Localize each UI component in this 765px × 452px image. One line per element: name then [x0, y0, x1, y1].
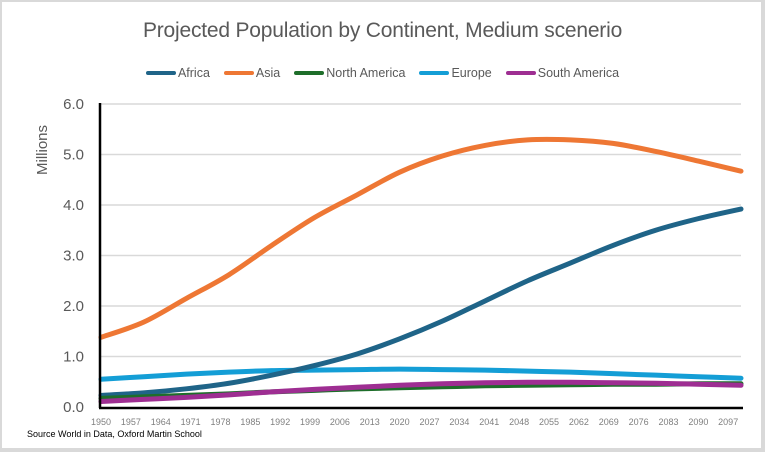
x-tick-label: 2076	[629, 417, 649, 427]
y-tick-label: 2.0	[63, 298, 84, 315]
x-tick-label: 2069	[599, 417, 619, 427]
x-tick-label: 2062	[569, 417, 589, 427]
x-tick-label: 1971	[181, 417, 201, 427]
x-tick-label: 1985	[240, 417, 260, 427]
x-tick-label: 1964	[151, 417, 171, 427]
series-lines	[98, 136, 744, 404]
y-tick-label: 0.0	[63, 399, 84, 416]
legend-swatch	[223, 71, 254, 75]
legend-label: Asia	[255, 66, 281, 80]
series-line-africa	[98, 206, 744, 398]
x-tick-label: 2048	[509, 417, 529, 427]
x-tick-label: 2027	[420, 417, 440, 427]
legend-item-africa: Africa	[145, 66, 210, 80]
y-tick-label: 3.0	[63, 248, 84, 265]
chart-title: Projected Population by Continent, Mediu…	[142, 19, 623, 42]
y-axis-ticks: 0.0 1.0 2.0 3.0 4.0 5.0 6.0	[63, 96, 84, 416]
x-tick-label: 2090	[688, 417, 708, 427]
x-tick-label: 1992	[270, 417, 290, 427]
legend: Africa Asia North America Europe South Ameri…	[0, 66, 765, 80]
y-tick-label: 1.0	[63, 349, 84, 366]
y-axis-label: Millions	[34, 125, 51, 175]
legend-item-north-america: North America	[294, 66, 405, 80]
series-line-asia	[98, 136, 744, 340]
y-tick-label: 4.0	[63, 197, 84, 214]
legend-swatch	[505, 71, 536, 75]
legend-item-europe: Europe	[419, 66, 492, 80]
x-axis-ticks: 1950 1957 1964 1971 1978 1985 1992 1999 2006 2013…	[91, 417, 738, 427]
x-tick-label: 1999	[300, 417, 320, 427]
x-tick-label: 2034	[449, 417, 469, 427]
series-line-south-america	[98, 379, 744, 404]
legend-label: Europe	[451, 66, 492, 80]
x-tick-label: 2055	[539, 417, 559, 427]
legend-item-south-america: South America	[505, 66, 620, 80]
x-tick-label: 1950	[91, 417, 111, 427]
gridlines	[101, 103, 741, 358]
legend-label: North America	[326, 66, 406, 80]
legend-label: South America	[537, 66, 620, 80]
x-tick-label: 1957	[121, 417, 141, 427]
source-note: Source World in Data, Oxford Martin Scho…	[27, 429, 202, 439]
series-line-europe	[98, 366, 744, 382]
x-tick-label: 2006	[330, 417, 350, 427]
x-tick-label: 2097	[718, 417, 738, 427]
y-tick-label: 6.0	[63, 96, 84, 113]
x-tick-label: 2020	[390, 417, 410, 427]
legend-swatch	[145, 71, 176, 75]
legend-swatch	[294, 71, 325, 75]
x-tick-label: 2013	[360, 417, 380, 427]
legend-swatch	[419, 71, 450, 75]
x-tick-label: 1978	[210, 417, 230, 427]
x-tick-label: 2083	[658, 417, 678, 427]
legend-label: Africa	[177, 66, 210, 80]
legend-item-asia: Asia	[223, 66, 281, 80]
y-tick-label: 5.0	[63, 147, 84, 164]
x-tick-label: 2041	[479, 417, 499, 427]
